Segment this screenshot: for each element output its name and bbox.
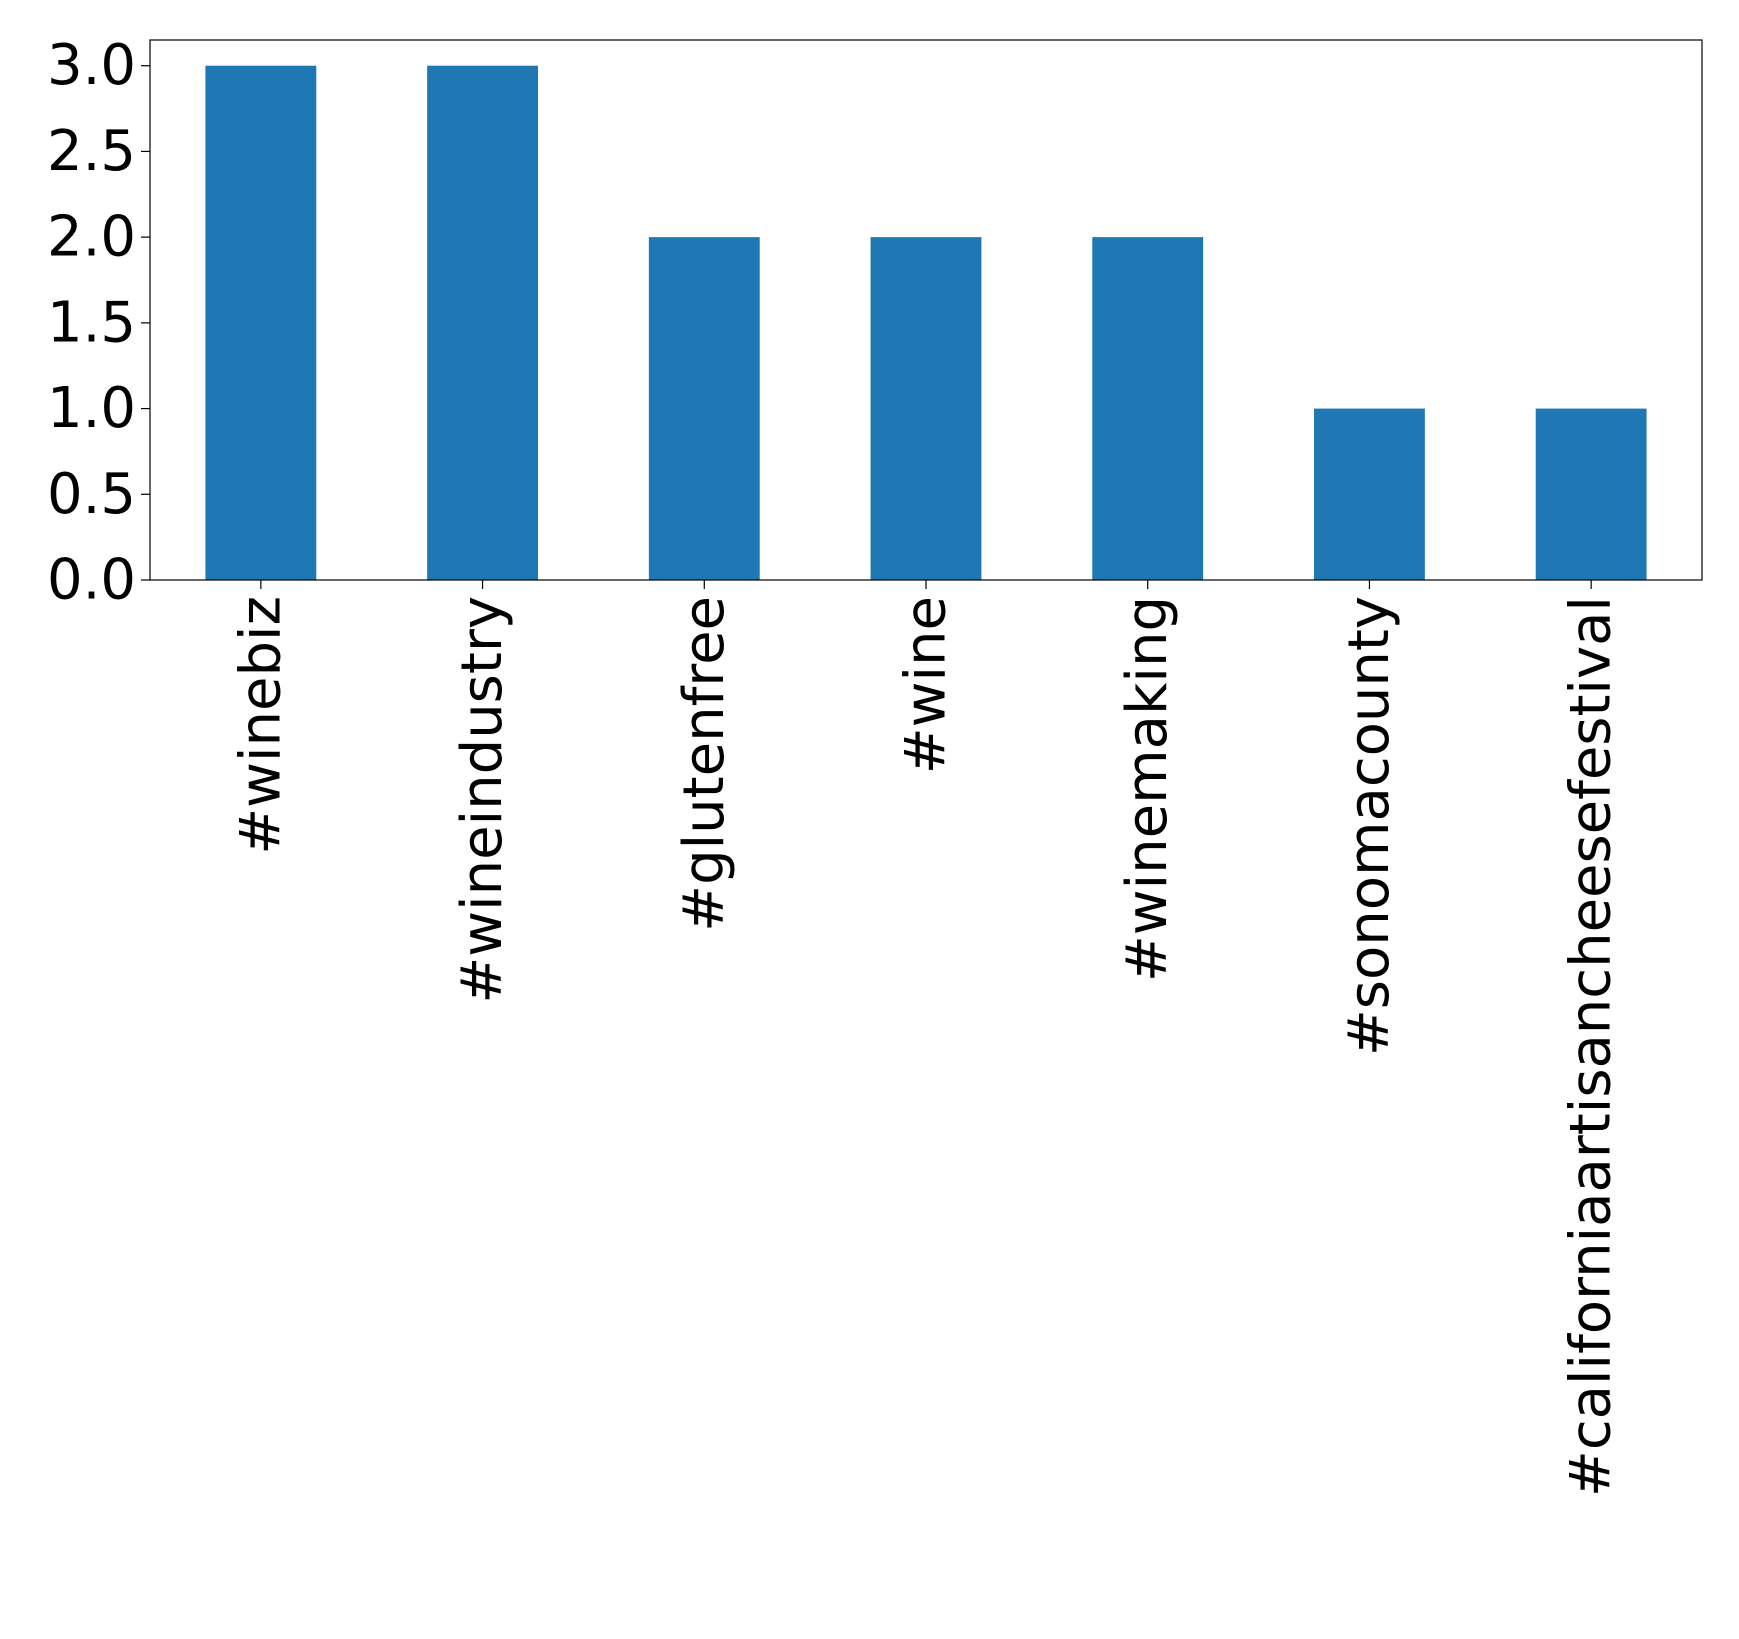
x-tick-label: #californiaartisancheesefestival — [1559, 596, 1624, 1497]
y-tick-label: 2.0 — [47, 205, 136, 270]
x-tick-label: #wine — [894, 596, 959, 774]
y-tick-label: 1.5 — [47, 290, 136, 355]
x-tick-label: #glutenfree — [672, 596, 737, 932]
y-tick-label: 0.0 — [47, 548, 136, 613]
y-tick-label: 2.5 — [47, 119, 136, 184]
x-tick-label: #winemaking — [1115, 596, 1180, 982]
bar-californiaartisancheesefestival — [1535, 408, 1647, 580]
x-tick-label: #winebiz — [228, 596, 293, 855]
bar-winemaking — [1092, 237, 1204, 580]
y-tick-layer: 0.0 0.5 1.0 1.5 2.0 2.5 3.0 — [47, 33, 150, 613]
bar-wineindustry — [427, 65, 538, 580]
x-tick-layer: #winebiz #wineindustry #glutenfree #wine #wi… — [228, 580, 1624, 1497]
x-tick-label: #sonomacounty — [1337, 596, 1402, 1056]
bar-wine — [870, 237, 982, 580]
bar-glutenfree — [648, 237, 760, 580]
bar-sonomacounty — [1314, 408, 1425, 580]
bars-layer — [205, 65, 1647, 580]
bar-winebiz — [205, 65, 317, 580]
y-tick-label: 1.0 — [47, 376, 136, 441]
y-tick-label: 0.5 — [47, 462, 136, 527]
y-tick-label: 3.0 — [47, 33, 136, 98]
x-tick-label: #wineindustry — [450, 596, 515, 1004]
